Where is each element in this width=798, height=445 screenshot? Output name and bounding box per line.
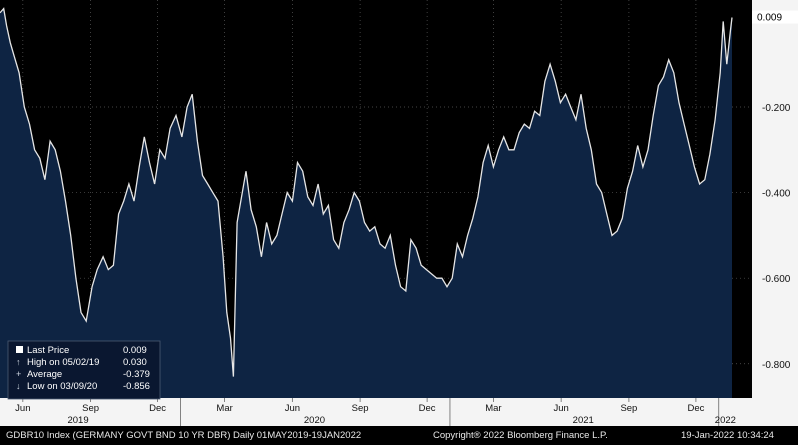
last-price-tag-label: 0.009 [757, 13, 782, 24]
legend-item-value: -0.856 [123, 381, 150, 392]
x-month-label: Jun [15, 403, 30, 414]
footer-security-info: GDBR10 Index (GERMANY GOVT BND 10 YR DBR… [6, 430, 362, 441]
legend-item-value: 0.030 [123, 357, 147, 368]
y-tick-label: -0.800 [762, 360, 791, 371]
x-year-label: 2020 [304, 415, 325, 426]
x-month-label: Sep [620, 403, 637, 414]
tick-layer: -0.800 -0.600 -0.400 -0.200 Jun Sep Dec Mar Jun S… [15, 103, 791, 426]
legend-item-label: High on 05/02/19 [27, 357, 99, 368]
x-month-label: Sep [352, 403, 369, 414]
chart-svg: -0.800 -0.600 -0.400 -0.200 Jun Sep Dec Mar Jun S… [0, 0, 798, 426]
footer-timestamp: 19-Jan-2022 10:34:24 [681, 430, 774, 441]
legend-marker-down-arrow: ↓ [16, 381, 21, 391]
x-month-label: Jun [285, 403, 300, 414]
x-month-label: Mar [216, 403, 232, 414]
x-month-label: Dec [687, 403, 704, 414]
legend-item-value: 0.009 [123, 345, 147, 356]
last-price-tag: 0.009 [752, 10, 798, 24]
legend-item-value: -0.379 [123, 369, 150, 380]
footer-bar: GDBR10 Index (GERMANY GOVT BND 10 YR DBR… [0, 426, 798, 445]
x-month-label: Sep [82, 403, 99, 414]
legend-item-label: Low on 03/09/20 [27, 381, 97, 392]
y-tick-label: -0.200 [762, 103, 791, 114]
legend-marker-plus: + [16, 369, 21, 379]
footer-copyright: Copyright® 2022 Bloomberg Finance L.P. [433, 430, 608, 441]
x-month-label: Mar [485, 403, 501, 414]
x-month-label: Jun [553, 403, 568, 414]
x-year-label: 2022 [715, 415, 736, 426]
legend-item-label: Average [27, 369, 62, 380]
price-area-fill [0, 8, 732, 398]
y-axis-panel [752, 0, 798, 426]
legend-box [7, 340, 161, 400]
x-year-label: 2019 [67, 415, 88, 426]
legend-marker-up-arrow: ↑ [16, 357, 21, 367]
legend-item-label: Last Price [27, 345, 69, 356]
legend-marker-box [16, 346, 23, 353]
legend: Last Price 0.009 ↑ High on 05/02/19 0.030 + Av… [7, 340, 161, 400]
x-month-label: Dec [149, 403, 166, 414]
x-month-label: Dec [419, 403, 436, 414]
x-year-label: 2021 [573, 415, 594, 426]
x-axis-panel [0, 398, 752, 426]
price-line [0, 7, 733, 377]
y-tick-label: -0.400 [762, 189, 791, 200]
y-tick-label: -0.600 [762, 274, 791, 285]
